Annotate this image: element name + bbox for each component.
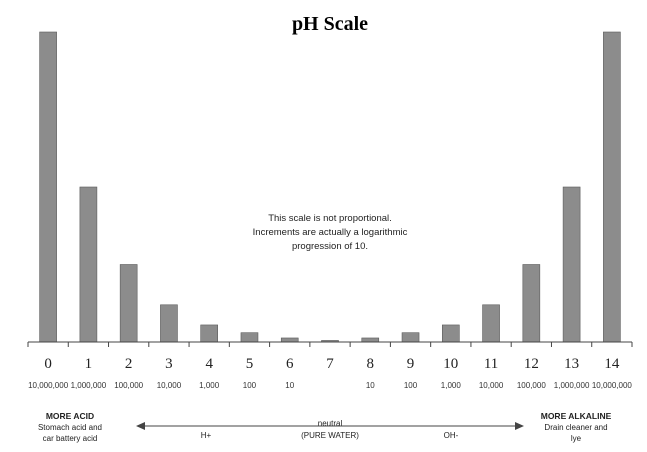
tick-label-0: 0	[44, 356, 52, 372]
note-line-1: This scale is not proportional.	[268, 213, 392, 224]
tick-label-9: 9	[407, 356, 415, 372]
tick-label-1: 1	[85, 356, 93, 372]
hydroxide-ion-label: OH-	[444, 431, 459, 440]
concentration-label-5: 100	[243, 381, 257, 390]
concentration-label-3: 10,000	[157, 381, 182, 390]
concentration-label-12: 100,000	[517, 381, 546, 390]
bar-ph-14	[603, 31, 621, 343]
concentration-label-6: 10	[285, 381, 294, 390]
neutral-label: neutral	[318, 419, 343, 428]
bar-ph-8	[361, 337, 380, 343]
tick-label-12: 12	[524, 356, 539, 372]
tick-label-7: 7	[326, 356, 334, 372]
tick-marks	[27, 342, 633, 347]
concentration-label-13: 1,000,000	[554, 381, 590, 390]
x-tick-labels: 0 1 2 3 4 5 6 7 8 9 10 11 12 13 14	[44, 356, 619, 372]
alkaline-label-title: MORE ALKALINE	[541, 411, 612, 421]
bar-ph-3	[160, 304, 178, 343]
concentration-label-14: 10,000,000	[592, 381, 633, 390]
bottom-annotations: MORE ACID Stomach acid and car battery a…	[38, 411, 612, 443]
pure-water-label: (PURE WATER)	[301, 431, 359, 440]
alkaline-label-line-2: Drain cleaner and	[544, 423, 607, 432]
tick-label-6: 6	[286, 356, 294, 372]
alkaline-label-line-3: lye	[571, 434, 582, 443]
bar-ph-12	[522, 264, 541, 343]
tick-label-4: 4	[205, 356, 213, 372]
tick-label-14: 14	[604, 356, 620, 372]
concentration-labels: 10,000,000 1,000,000 100,000 10,000 1,000 100…	[28, 381, 632, 390]
bar-ph-13	[562, 186, 581, 343]
bar-ph-5	[240, 332, 259, 343]
tick-label-2: 2	[125, 356, 133, 372]
concentration-label-10: 1,000	[441, 381, 462, 390]
note-line-3: progression of 10.	[292, 241, 368, 252]
tick-label-5: 5	[246, 356, 254, 372]
arrow-left-head	[136, 422, 145, 430]
tick-label-3: 3	[165, 356, 173, 372]
bar-ph-10	[441, 324, 460, 343]
tick-label-11: 11	[484, 356, 498, 372]
tick-label-13: 13	[564, 356, 579, 372]
proportion-note: This scale is not proportional. Incremen…	[253, 213, 408, 252]
chart-title: pH Scale	[292, 13, 368, 35]
bar-ph-1	[79, 186, 98, 343]
bars-group	[39, 31, 621, 343]
note-line-2: Increments are actually a logarithmic	[253, 227, 408, 238]
bar-ph-6	[280, 337, 299, 343]
acid-label-line-3: car battery acid	[43, 434, 98, 443]
bar-ph-9	[401, 332, 420, 343]
bar-ph-2	[119, 264, 138, 343]
arrow-right-head	[515, 422, 524, 430]
bar-ph-4	[200, 324, 218, 343]
concentration-label-8: 10	[366, 381, 375, 390]
tick-label-8: 8	[367, 356, 375, 372]
bar-ph-0	[39, 31, 57, 343]
hydrogen-ion-label: H+	[201, 431, 212, 440]
concentration-label-2: 100,000	[114, 381, 143, 390]
concentration-label-4: 1,000	[199, 381, 220, 390]
concentration-label-9: 100	[404, 381, 418, 390]
acid-label-line-2: Stomach acid and	[38, 423, 102, 432]
concentration-label-1: 1,000,000	[71, 381, 107, 390]
bar-ph-11	[482, 304, 500, 343]
concentration-label-0: 10,000,000	[28, 381, 69, 390]
concentration-label-11: 10,000	[479, 381, 504, 390]
acid-label-title: MORE ACID	[46, 411, 94, 421]
tick-label-10: 10	[443, 356, 458, 372]
